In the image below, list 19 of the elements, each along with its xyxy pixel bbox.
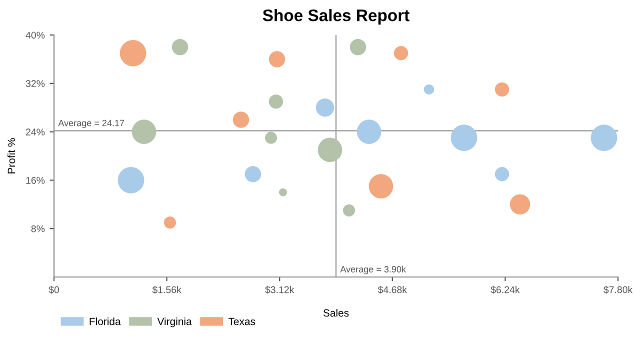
x-tick-label: $7.80k	[604, 286, 633, 294]
y-tick-label: 16%	[26, 176, 45, 184]
x-tick-label: $3.12k	[265, 286, 294, 294]
y-tick-label: 32%	[26, 80, 45, 88]
x-tick-label: $4.68k	[378, 286, 408, 294]
y-tick-label: 40%	[26, 32, 45, 39]
x-tick-label: $0	[48, 286, 60, 294]
y-tick-label: 24%	[26, 128, 45, 136]
chart-title: Shoe Sales Report	[262, 9, 410, 25]
y-tick-label: 8%	[31, 225, 45, 232]
legend-label: Texas	[228, 318, 256, 326]
y-axis-title: Profit %	[7, 138, 16, 174]
legend-label: Florida	[90, 318, 121, 326]
x-tick-label: $6.24k	[490, 286, 520, 294]
x-tick-label: $1.56k	[152, 286, 182, 294]
legend-label: Virginia	[157, 318, 192, 328]
ref-line-label: Average = 3.90k	[340, 266, 406, 274]
ref-line-label: Average = 24.17	[58, 120, 124, 128]
x-axis-title: Sales	[323, 308, 349, 317]
